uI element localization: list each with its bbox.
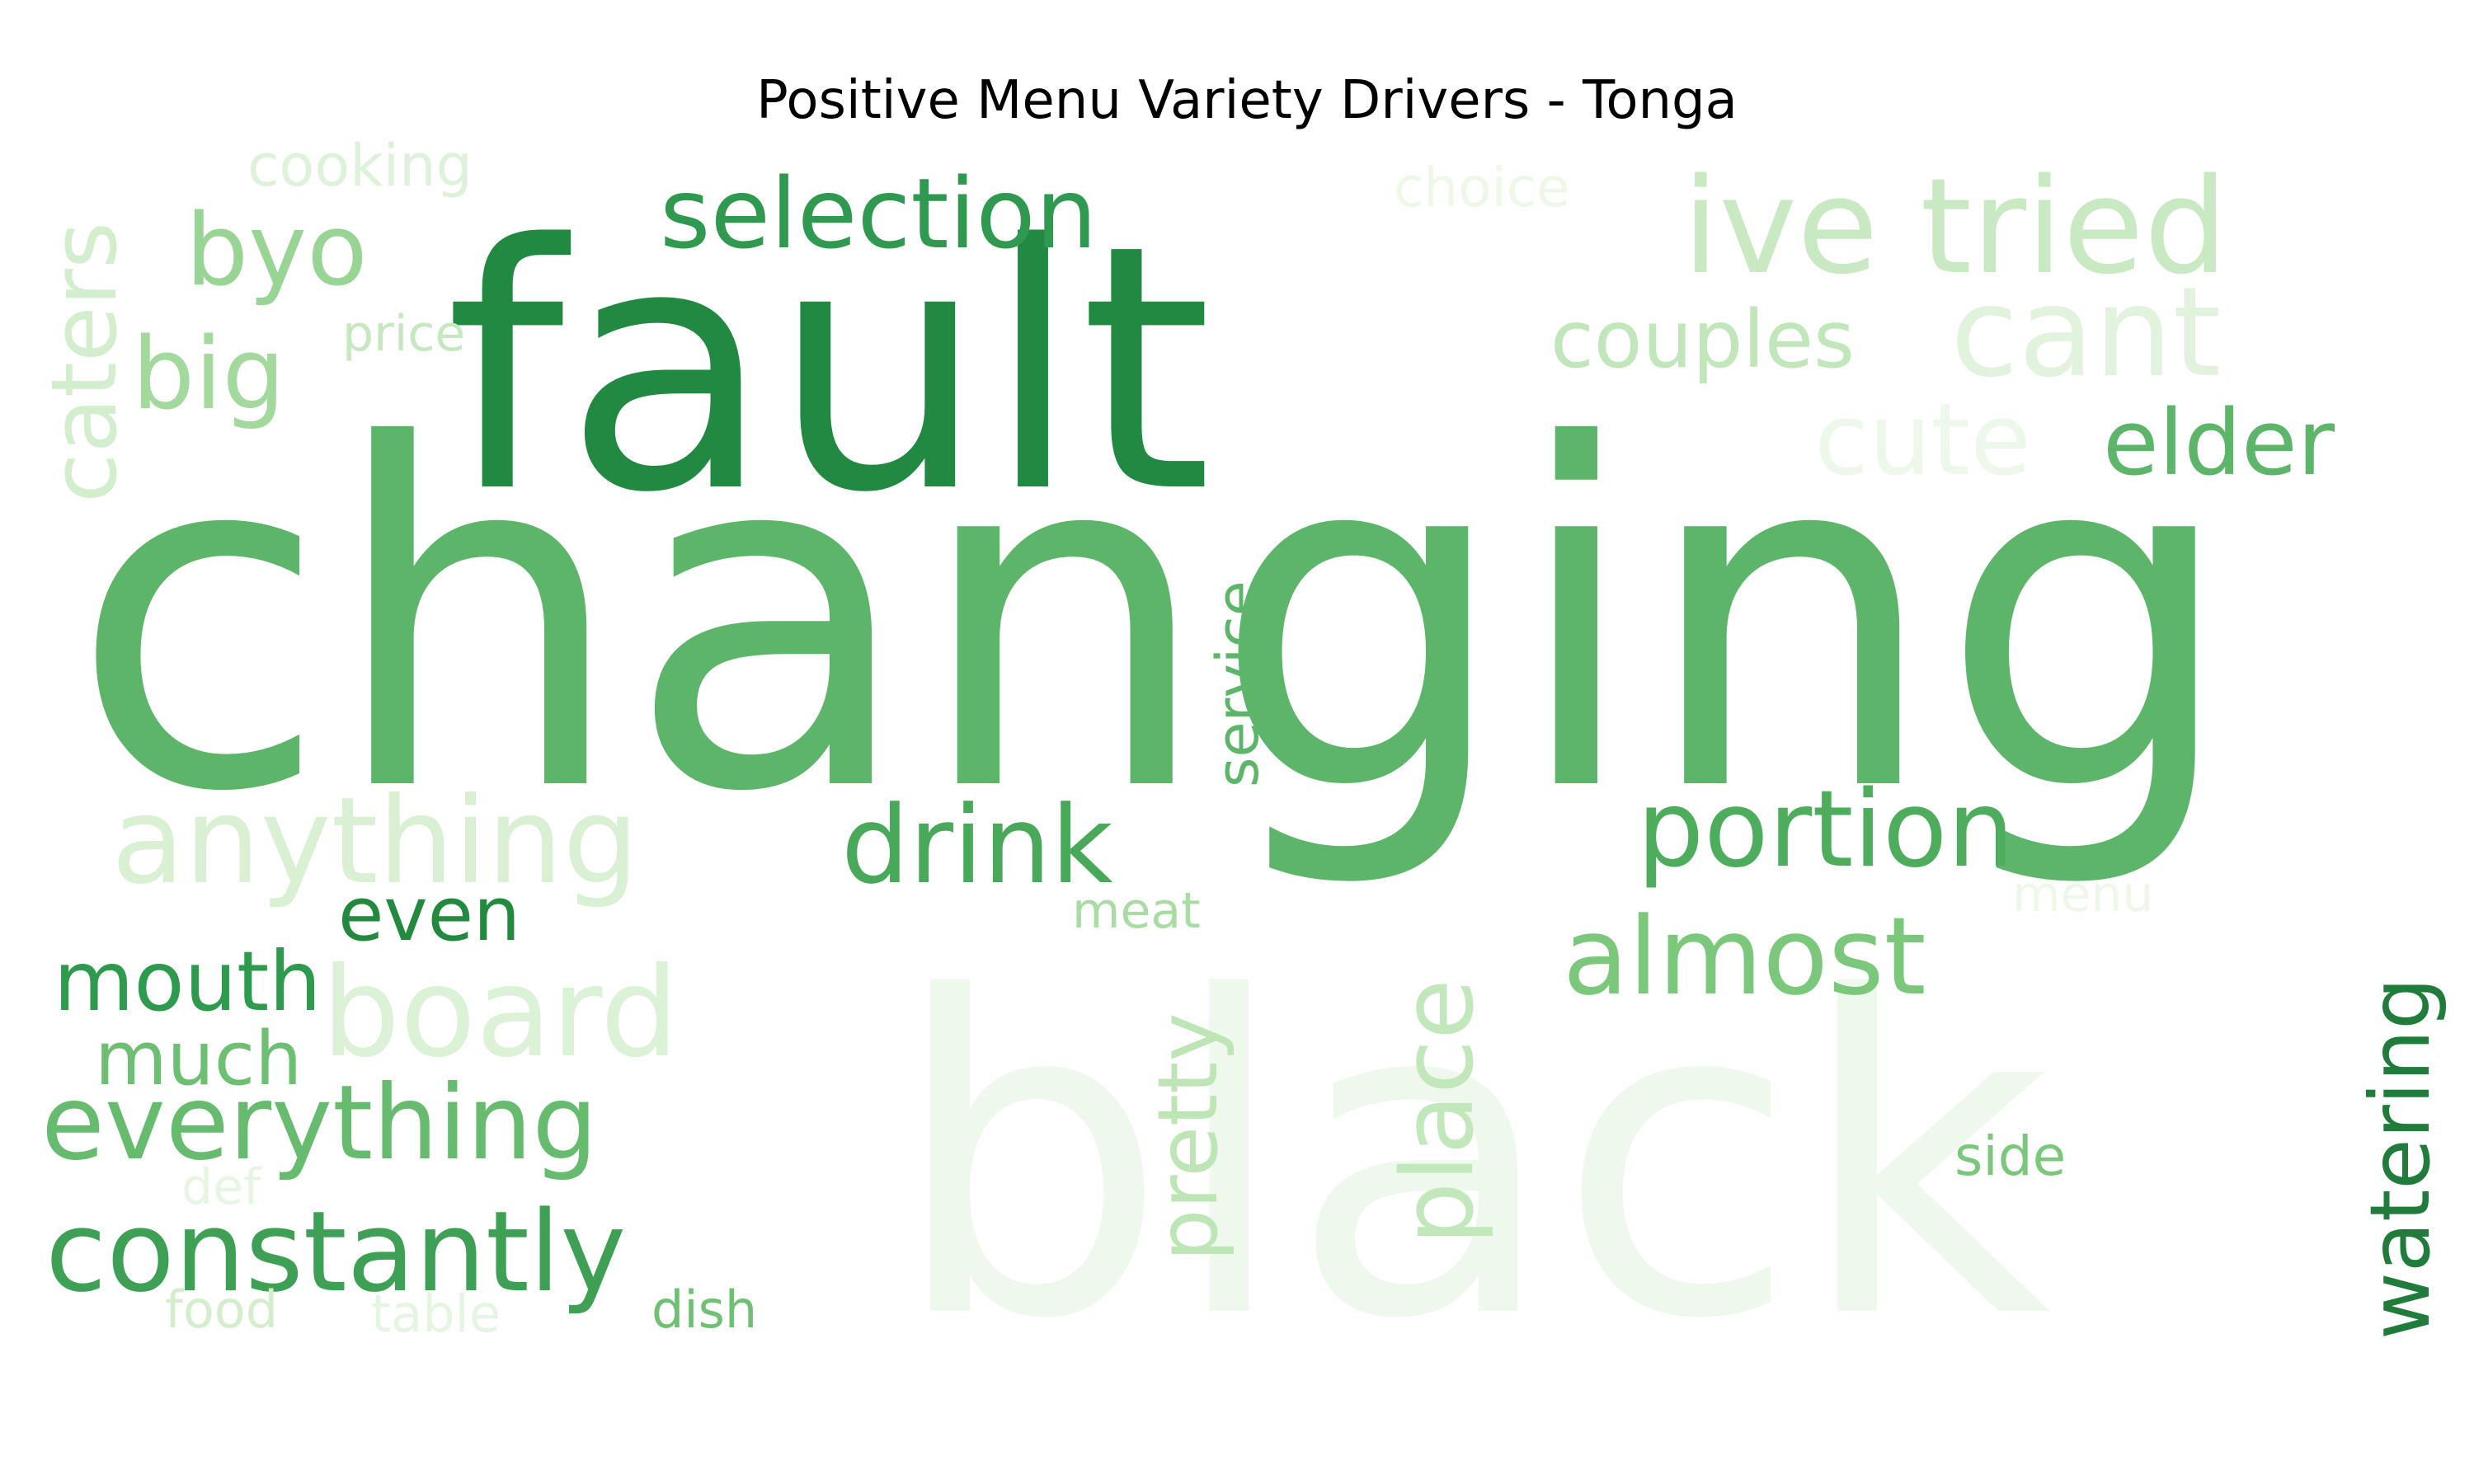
word-table: table xyxy=(371,1284,501,1344)
word-anything: anything xyxy=(111,772,639,911)
word-selection: selection xyxy=(660,157,1097,270)
word-couples: couples xyxy=(1550,294,1855,386)
word-elder: elder xyxy=(2103,390,2335,495)
word-big: big xyxy=(132,317,285,432)
word-service: service xyxy=(1204,580,1272,787)
word-mouth: mouth xyxy=(54,933,322,1030)
word-cute: cute xyxy=(1814,383,2031,498)
word-watering: watering xyxy=(2352,977,2448,1340)
word-cant: cant xyxy=(1950,261,2221,405)
word-fault: fault xyxy=(445,172,1212,566)
chart-title: Positive Menu Variety Drivers - Tonga xyxy=(756,70,1738,131)
word-choice: choice xyxy=(1394,156,1570,219)
word-even: even xyxy=(338,871,520,958)
word-everything: everything xyxy=(41,1064,598,1183)
word-food: food xyxy=(165,1280,278,1340)
word-almost: almost xyxy=(1563,894,1926,1019)
word-place: place xyxy=(1381,979,1496,1245)
word-cooking: cooking xyxy=(247,132,473,200)
word-constantly: constantly xyxy=(45,1187,626,1317)
word-pretty: pretty xyxy=(1140,1012,1236,1261)
word-dish: dish xyxy=(651,1280,757,1340)
word-drink: drink xyxy=(841,782,1113,908)
word-black: black xyxy=(891,905,2051,1414)
word-byo: byo xyxy=(186,194,368,308)
word-changing: changing xyxy=(70,348,2237,895)
word-menu: menu xyxy=(2012,866,2153,923)
word-board: board xyxy=(322,942,679,1085)
word-meat: meat xyxy=(1072,882,1201,940)
word-def: def xyxy=(181,1158,262,1216)
word-much: much xyxy=(95,1016,302,1102)
word-ive-tried: ive tried xyxy=(1682,149,2227,303)
word-caters: caters xyxy=(31,222,137,503)
word-side: side xyxy=(1954,1125,2066,1188)
word-portion: portion xyxy=(1637,768,2014,891)
word-price: price xyxy=(342,305,465,363)
